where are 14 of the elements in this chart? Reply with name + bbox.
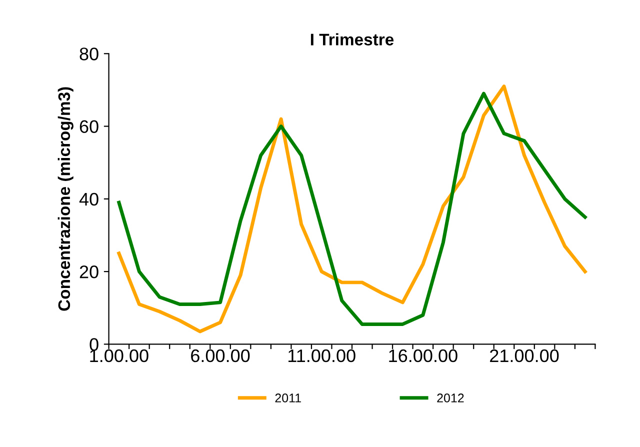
chart-title: I Trimestre [310, 33, 394, 46]
x-tick-label: 1.00.00 [90, 349, 148, 362]
y-axis-title: Concentrazione (microg/m3) [58, 87, 74, 311]
y-tick-label: 60 [80, 120, 98, 133]
x-tick-label: 16.00.00 [389, 349, 458, 362]
y-tick-label: 0 [90, 338, 98, 351]
x-tick-label: 21.00.00 [490, 349, 559, 362]
legend-label: 2012 [437, 394, 464, 402]
y-tick-label: 40 [79, 192, 98, 206]
x-tick-label: 11.00.00 [288, 349, 356, 362]
x-tick-label: 6.00.00 [191, 349, 250, 362]
y-tick-label: 80 [80, 48, 98, 60]
y-tick-label: 20 [80, 265, 98, 278]
legend-label: 2011 [275, 394, 301, 402]
